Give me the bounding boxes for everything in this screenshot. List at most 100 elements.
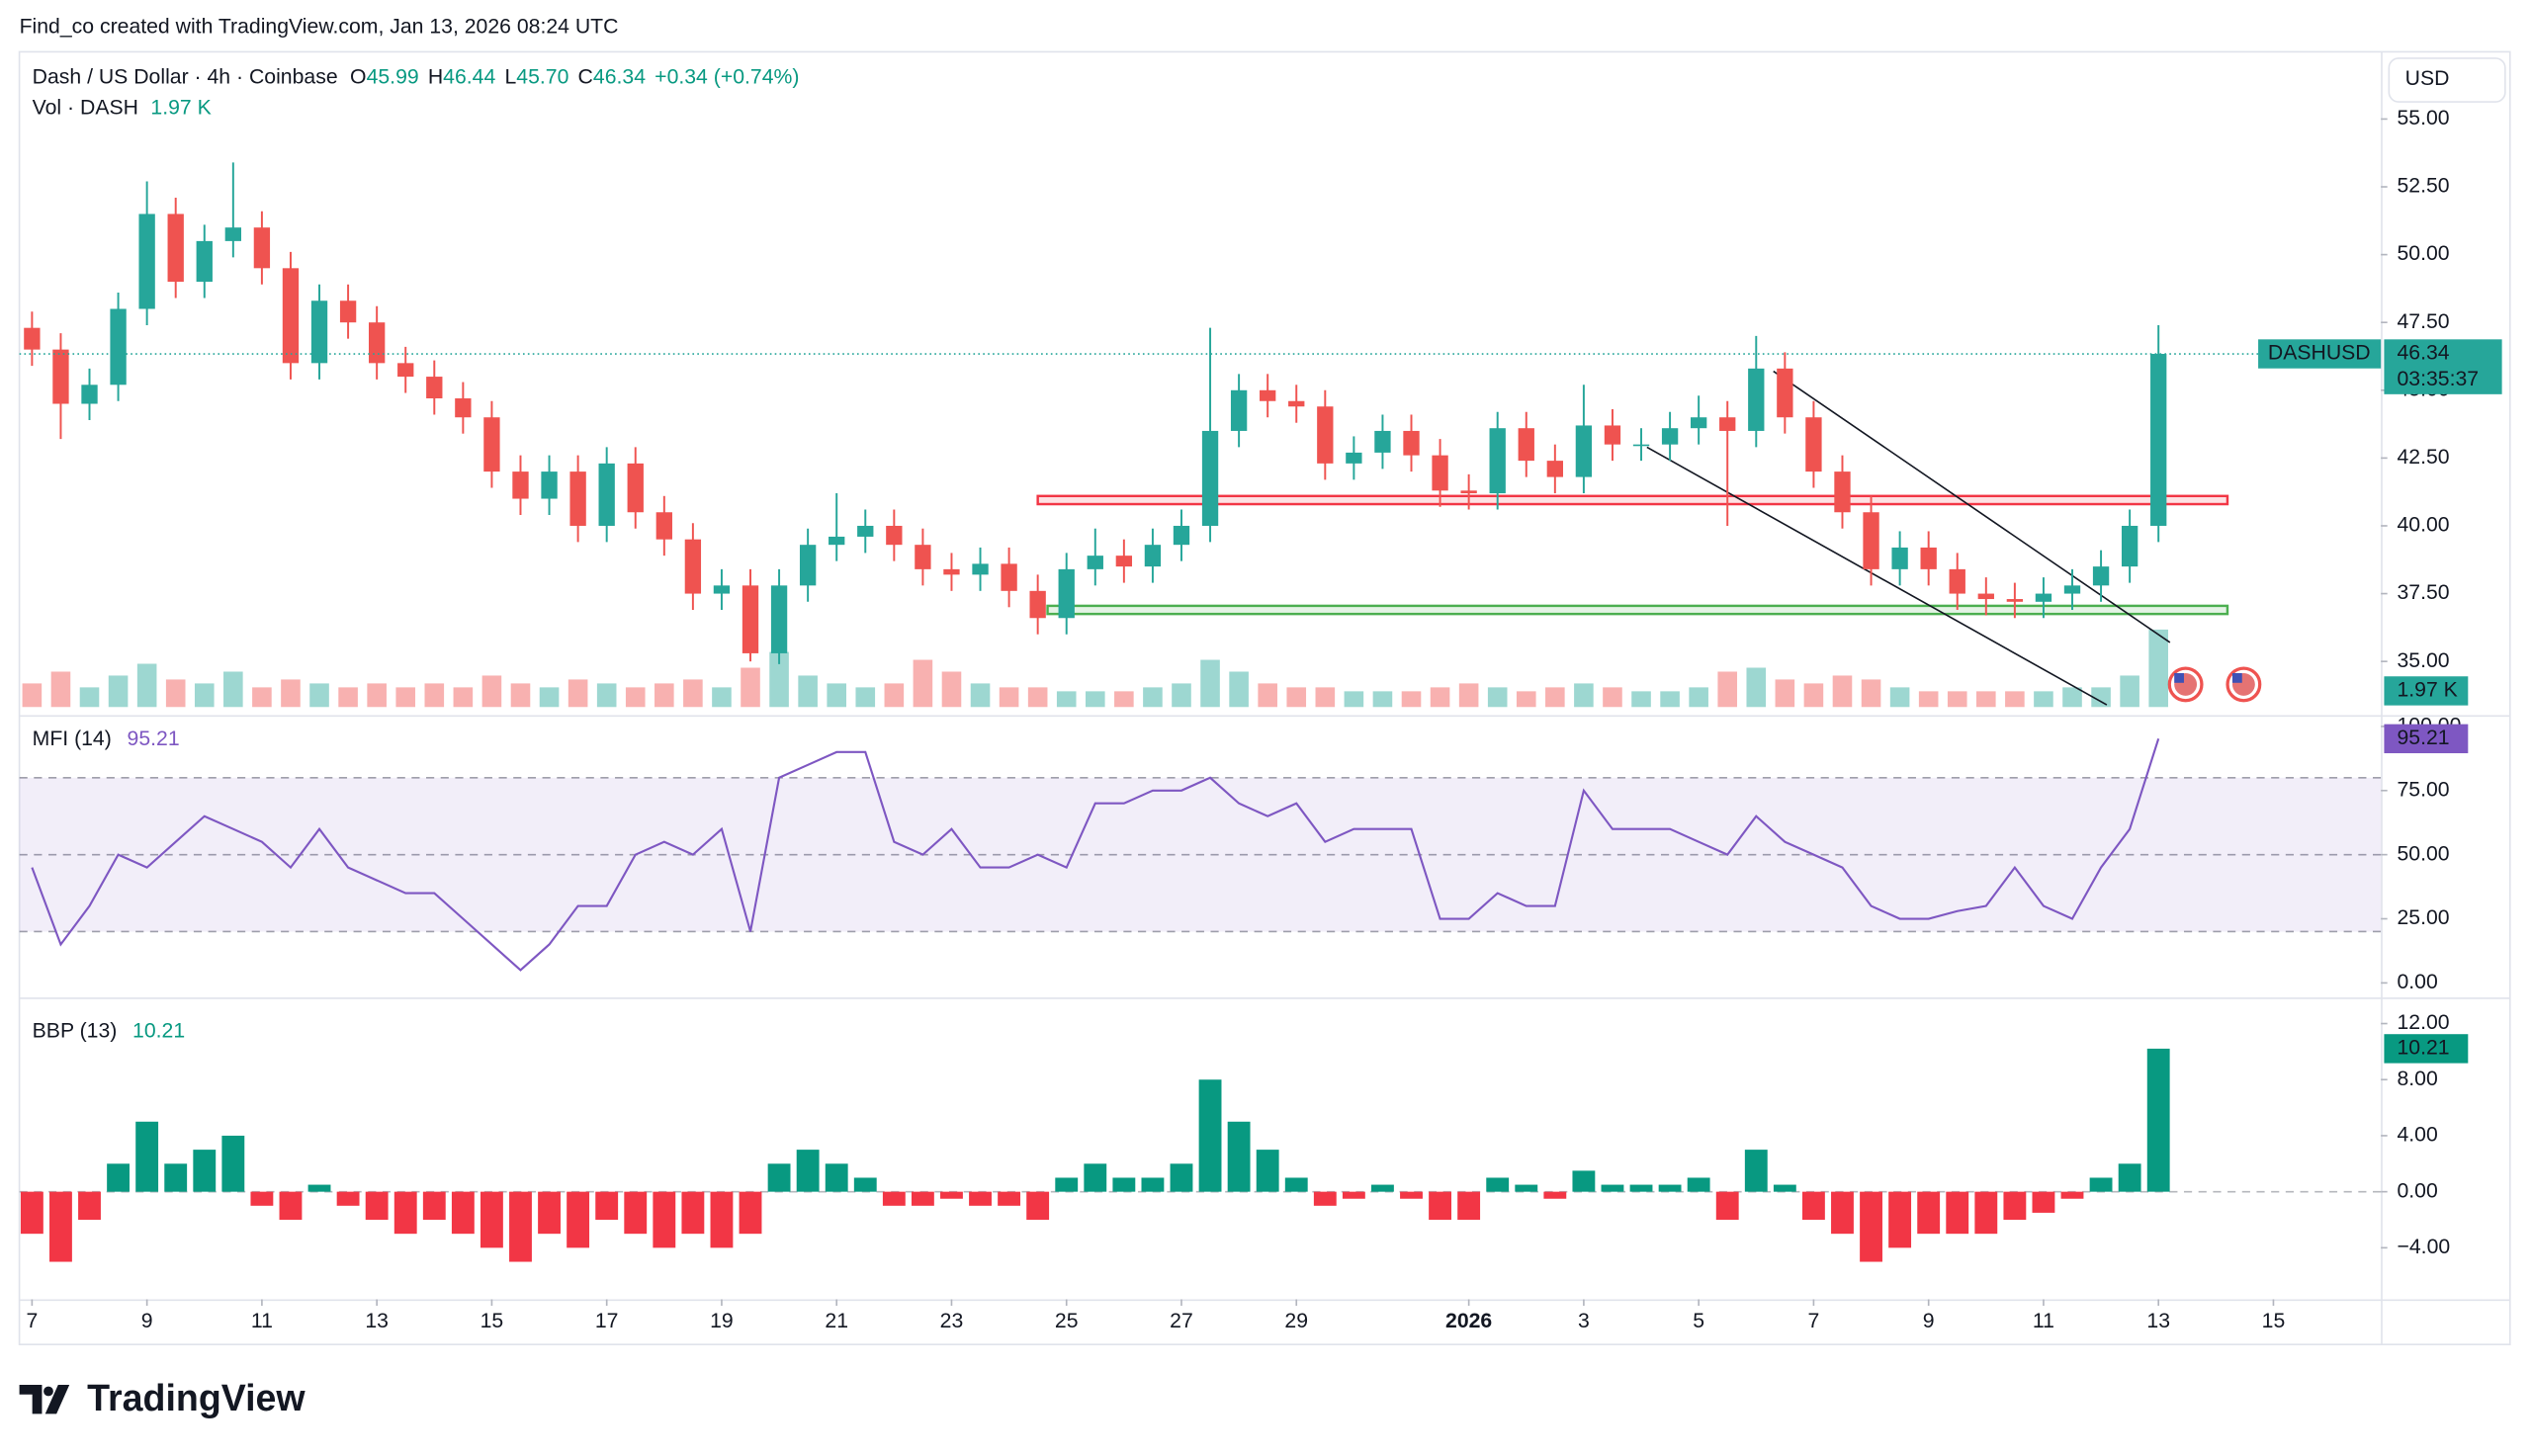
bbp-bar [1026,1191,1050,1220]
candle-body [368,322,386,364]
bbp-bar [193,1150,217,1192]
candle-body [339,300,357,323]
candle-body [1661,428,1679,445]
volume-bar [424,683,445,708]
bbp-bar [825,1163,848,1192]
bbp-bar [710,1191,734,1248]
x-tick-label: 13 [365,1310,389,1332]
candle-body [24,327,41,350]
candle-body [483,417,500,472]
candle-body [770,585,788,653]
volume-bar [1430,687,1450,708]
candle-body [1288,400,1305,407]
volume-bar [1056,691,1077,708]
y-tick-label: 37.50 [2397,581,2449,604]
volume-bar [1918,691,1939,708]
mfi-title: MFI (14) [33,728,112,750]
volume-bar [510,683,531,708]
bbp-bar [1629,1184,1653,1192]
volume-bar [1027,687,1048,708]
candle-body [1949,568,1965,594]
candle-body [1115,556,1133,567]
candle-body [138,214,155,309]
candle-body [1087,556,1103,569]
candle-body [2150,354,2167,526]
band [19,777,2382,932]
legend-line: Dash / US Dollar · 4h · Coinbase O45.99 … [33,65,800,88]
y-tick-label: 50.00 [2397,242,2449,265]
bbp-bar [1198,1079,1222,1192]
currency-button[interactable] [2388,57,2506,103]
volume-bar [1746,667,1767,708]
price-label: 46.34 [2397,342,2449,365]
volume-bar [1372,691,1393,708]
bbp-bar [1084,1163,1107,1192]
bbp-value: 10.21 [132,1019,185,1042]
candle-body [282,268,300,364]
candle-body [627,463,644,513]
volume-bar [596,683,617,708]
flag-icon[interactable] [2167,666,2204,703]
volume-bar [1545,687,1565,708]
bbp-bar [1284,1177,1308,1192]
y-tick-label: 0.00 [2397,971,2437,993]
bbp-bar [509,1191,532,1262]
volume-bar [1631,691,1651,708]
candle-body [52,349,69,404]
candle-body [512,471,529,499]
x-tick-label: 11 [251,1310,273,1332]
volume-bar [655,683,674,708]
volume-bar [165,679,186,708]
bbp-bar [1457,1191,1481,1220]
volume-label: 1.97 K [2397,679,2457,702]
candle-body [1891,547,1908,569]
bbp-title: BBP (13) [33,1019,118,1042]
bbp-bar [2003,1191,2027,1220]
candle-body [1317,406,1334,464]
volume-bar [741,667,760,708]
volume-bar [1114,691,1134,708]
countdown: 03:35:37 [2397,368,2479,390]
volume-bar [1315,687,1336,708]
bbp-bar [853,1177,877,1192]
x-tick-label: 19 [710,1310,734,1332]
flag-icon[interactable] [2226,666,2262,703]
volume-bar [2062,687,2082,708]
bbp-bar [1543,1191,1567,1199]
volume-bar [1775,679,1795,708]
bbp-bar [767,1163,791,1192]
bbp-bar [336,1191,360,1206]
candle-body [2063,585,2081,594]
bbp-bar [1601,1184,1624,1192]
candle-body [81,385,98,404]
pane [19,738,2382,972]
volume-bar [1947,691,1967,708]
volume-bar [1603,687,1622,708]
brand: TradingView [87,1377,305,1418]
candle-body [1546,461,1563,477]
indicator-title: MFI (14) 95.21 [33,728,180,750]
candle-body [1518,428,1534,462]
candle-body [1029,590,1046,619]
bbp-bar [595,1191,619,1220]
candle-body [1632,444,1650,447]
ohlc-key: C [578,65,593,88]
volume-bar [22,683,43,708]
volume-bar [1889,687,1910,708]
ohlc-key: L [504,65,516,88]
volume-bar [2120,675,2139,708]
volume-bar [884,683,905,708]
volume-bar [1458,683,1479,708]
candle-body [2121,525,2138,567]
bbp-bar [1831,1191,1854,1235]
volume-bar [1085,691,1105,708]
volume-title: Vol · DASH [33,96,138,119]
bbp-bar [1801,1191,1825,1220]
candle-body [886,525,903,546]
indicator-title: BBP (13) 10.21 [33,1019,186,1042]
currency[interactable]: USD [2405,67,2450,90]
value-badge [2384,724,2469,754]
bbp-bar [107,1163,131,1192]
candle-body [972,563,989,575]
